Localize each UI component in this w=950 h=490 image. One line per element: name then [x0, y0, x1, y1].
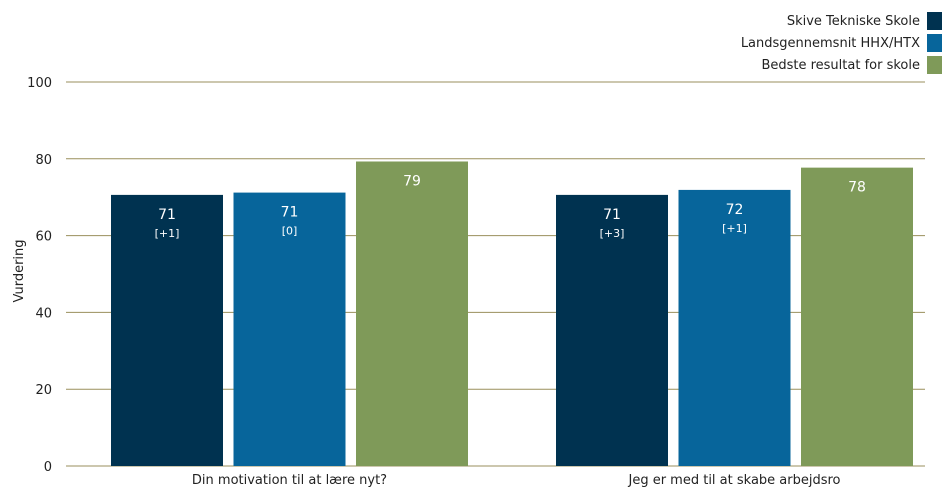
y-tick-label: 20 — [35, 383, 52, 398]
bar-value-label: 72 — [726, 202, 744, 218]
category-label: Din motivation til at lære nyt? — [192, 473, 387, 488]
category-label: Jeg er med til at skabe arbejdsro — [627, 473, 840, 488]
bar-value-label: 71 — [281, 205, 299, 221]
legend: Skive Tekniske Skole Landsgennemsnit HHX/… — [741, 12, 942, 74]
legend-swatch — [927, 56, 942, 74]
bars: 71 [+1] 71 [0] 79 71 [+3] 72 [+1] 78 — [111, 161, 913, 467]
y-tick-label: 60 — [35, 230, 52, 245]
bar — [556, 194, 668, 466]
bar — [678, 189, 791, 467]
category-labels: Din motivation til at lære nyt? Jeg er me… — [192, 473, 841, 488]
bar — [233, 192, 346, 467]
bar — [111, 194, 223, 466]
legend-label: Landsgennemsnit HHX/HTX — [741, 36, 920, 51]
bar-value-label: 71 — [603, 207, 621, 223]
bar-change-label: [+1] — [722, 222, 747, 235]
bar-value-label: 79 — [403, 173, 421, 189]
bar — [801, 167, 913, 466]
bar-value-label: 71 — [158, 207, 176, 223]
legend-swatch — [927, 12, 942, 30]
legend-label: Skive Tekniske Skole — [787, 14, 920, 29]
legend-swatch — [927, 34, 942, 52]
y-tick-labels: 0 20 40 60 80 100 — [27, 76, 52, 475]
y-tick-label: 100 — [27, 76, 52, 91]
bar-value-label: 78 — [848, 180, 866, 196]
y-tick-label: 80 — [35, 153, 52, 168]
bar-change-label: [+3] — [600, 227, 625, 240]
legend-label: Bedste resultat for skole — [761, 58, 920, 73]
y-tick-label: 40 — [35, 306, 52, 321]
y-tick-label: 0 — [44, 460, 52, 475]
bar-change-label: [+1] — [155, 227, 180, 240]
y-axis-label: Vurdering — [12, 239, 27, 302]
bar-change-label: [0] — [282, 225, 298, 238]
bar — [356, 161, 468, 466]
